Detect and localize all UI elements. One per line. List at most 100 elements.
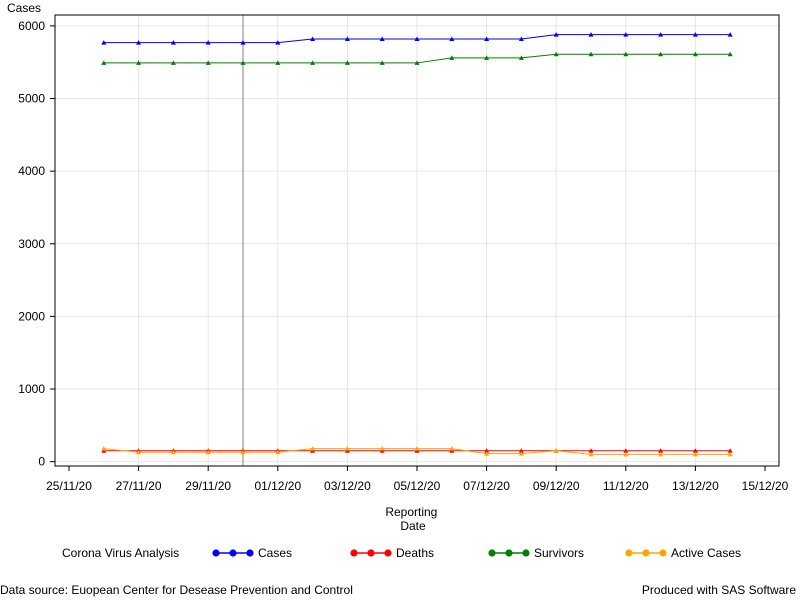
legend-swatch-marker <box>229 549 237 557</box>
data-point-survivors <box>484 55 490 60</box>
legend-label: Deaths <box>396 546 434 560</box>
legend: Corona Virus Analysis Cases Deaths Survivo… <box>62 546 741 560</box>
data-point-survivors <box>727 51 733 57</box>
data-point-cases <box>623 32 629 37</box>
x-tick-label: 15/12/20 <box>742 479 789 493</box>
data-point-active-cases <box>379 446 385 451</box>
data-point-survivors <box>414 60 420 65</box>
series-survivors <box>101 51 733 65</box>
data-point-active-cases <box>275 449 281 455</box>
data-point-deaths <box>518 448 524 453</box>
x-tick-label: 27/11/20 <box>116 479 162 493</box>
y-tick-label: 0 <box>38 455 45 469</box>
data-point-survivors <box>344 60 350 65</box>
y-tick-label: 1000 <box>18 382 45 396</box>
data-point-survivors <box>658 51 664 57</box>
data-point-active-cases <box>310 446 316 451</box>
x-tick-label: 09/12/20 <box>533 479 580 493</box>
y-tick-label: 5000 <box>18 92 45 106</box>
legend-label: Active Cases <box>671 546 741 560</box>
series-layer <box>101 32 733 457</box>
data-point-survivors <box>518 55 524 60</box>
x-axis-title-line-1: Reporting <box>385 505 437 519</box>
y-axis-title: Cases <box>7 1 41 15</box>
x-axis-title-line-2: Date <box>400 519 426 533</box>
data-point-cases <box>553 32 559 37</box>
data-point-active-cases <box>692 451 698 457</box>
data-point-deaths <box>658 448 664 453</box>
x-tick-label: 07/12/20 <box>463 479 510 493</box>
data-point-active-cases <box>240 449 246 455</box>
data-point-active-cases <box>205 449 211 455</box>
data-point-cases <box>310 36 316 41</box>
legend-swatch-marker <box>246 549 254 557</box>
legend-item-deaths: Deaths <box>350 546 434 560</box>
x-tick-label: 25/11/20 <box>46 479 92 493</box>
data-point-deaths <box>484 448 490 453</box>
series-cases <box>101 32 733 45</box>
y-tick-label: 3000 <box>18 237 45 251</box>
data-point-cases <box>344 36 350 41</box>
data-point-survivors <box>310 60 316 65</box>
data-point-survivors <box>379 60 385 65</box>
legend-swatch-marker <box>367 549 375 557</box>
series-active-cases <box>101 446 733 457</box>
data-point-active-cases <box>414 446 420 451</box>
legend-swatch-marker <box>384 549 392 557</box>
legend-swatch-marker <box>505 549 513 557</box>
data-point-survivors <box>205 60 211 65</box>
data-point-cases <box>240 40 246 45</box>
x-tick-label: 03/12/20 <box>324 479 371 493</box>
data-point-survivors <box>588 51 594 57</box>
data-point-cases <box>275 40 281 45</box>
data-point-cases <box>101 40 107 45</box>
data-point-survivors <box>553 51 559 57</box>
data-point-active-cases <box>588 451 594 457</box>
data-point-active-cases <box>136 449 142 455</box>
legend-title: Corona Virus Analysis <box>62 546 179 560</box>
data-point-survivors <box>275 60 281 65</box>
legend-swatch-marker <box>488 549 496 557</box>
x-axis: 25/11/20 27/11/20 29/11/20 01/12/20 03/12/20… <box>46 466 789 493</box>
data-point-cases <box>449 36 455 41</box>
legend-swatch-marker <box>659 549 667 557</box>
data-point-survivors <box>692 51 698 57</box>
data-point-survivors <box>240 60 246 65</box>
data-point-active-cases <box>553 448 559 453</box>
x-tick-label: 11/12/20 <box>603 479 649 493</box>
data-point-deaths <box>692 448 698 453</box>
legend-swatch-marker <box>522 549 530 557</box>
data-point-cases <box>727 32 733 37</box>
data-point-cases <box>414 36 420 41</box>
data-point-deaths <box>623 448 629 453</box>
data-point-active-cases <box>484 451 490 456</box>
data-point-survivors <box>449 55 455 60</box>
data-point-active-cases <box>170 449 176 455</box>
data-point-survivors <box>623 51 629 57</box>
y-tick-label: 4000 <box>18 164 45 178</box>
data-point-active-cases <box>101 446 107 451</box>
legend-swatch-marker <box>212 549 220 557</box>
x-axis-title: Reporting Date <box>385 505 440 533</box>
data-point-cases <box>658 32 664 37</box>
data-point-cases <box>205 40 211 45</box>
data-point-deaths <box>588 448 594 453</box>
legend-label: Survivors <box>534 546 584 560</box>
x-tick-label: 01/12/20 <box>254 479 301 493</box>
data-point-cases <box>136 40 142 45</box>
y-tick-label: 2000 <box>18 309 45 323</box>
x-tick-label: 29/11/20 <box>185 479 231 493</box>
legend-item-survivors: Survivors <box>488 546 584 560</box>
data-point-active-cases <box>518 451 524 456</box>
legend-item-cases: Cases <box>212 546 292 560</box>
data-point-deaths <box>727 448 733 453</box>
x-tick-label: 13/12/20 <box>672 479 719 493</box>
data-point-survivors <box>136 60 142 65</box>
legend-label: Cases <box>258 546 292 560</box>
legend-swatch-marker <box>350 549 358 557</box>
data-point-cases <box>170 40 176 45</box>
data-point-cases <box>518 36 524 41</box>
data-point-active-cases <box>727 451 733 457</box>
data-source-note: Data source: Euopean Center for Desease … <box>0 583 353 597</box>
